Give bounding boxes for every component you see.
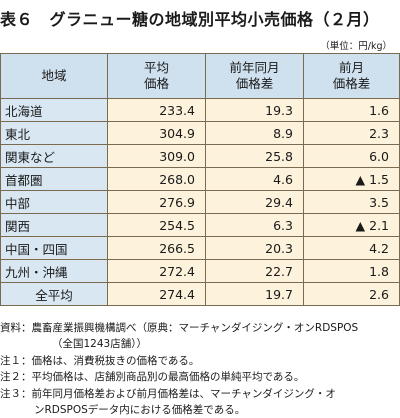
mom-diff-cell: 4.2	[303, 236, 400, 260]
mom-diff-cell: 1.6	[303, 98, 400, 122]
mom-diff-cell: ▲ 1.5	[303, 167, 400, 191]
region-cell: 関東など	[0, 144, 108, 168]
mom-diff-cell: 2.3	[303, 121, 400, 145]
header-region: 地域	[0, 53, 108, 99]
notes-section: 資料：農畜産業振興機構調べ（原典：マーチャンダイジング・オンRDSPOS （全国…	[0, 320, 400, 418]
region-cell: 中部	[0, 190, 108, 214]
total-average-row: 全平均 274.4 19.7 2.6	[0, 282, 400, 306]
table-row: 中部 276.9 29.4 3.5	[0, 190, 400, 214]
table-row: 関東など 309.0 25.8 6.0	[0, 144, 400, 168]
yoy-diff-cell: 22.7	[205, 259, 304, 283]
region-cell: 北海道	[0, 98, 108, 122]
source-line-continued: （全国1243店舗））	[52, 338, 147, 351]
table-row: 中国・四国 266.5 20.3 4.2	[0, 236, 400, 260]
mom-diff-cell: 2.6	[303, 282, 400, 306]
mom-diff-cell: 6.0	[303, 144, 400, 168]
source-line: 資料：農畜産業振興機構調べ（原典：マーチャンダイジング・オンRDSPOS	[0, 322, 359, 334]
note-2: 注２：平均価格は、店舗別商品別の最高価格の単純平均である。	[0, 371, 305, 384]
avg-price-cell: 274.4	[107, 282, 206, 306]
unit-label: （単位：円/kg）	[320, 41, 392, 52]
table-row: 東北 304.9 8.9 2.3	[0, 121, 400, 145]
table-row: 北海道 233.4 19.3 1.6	[0, 98, 400, 122]
note-1: 注１：価格は、消費税抜きの価格である。	[0, 354, 200, 367]
note-3: 注３：前年同月価格差および前月価格差は、マーチャンダイジング・オ	[0, 387, 336, 400]
region-cell: 全平均	[0, 282, 108, 306]
avg-price-cell: 304.9	[107, 121, 206, 145]
region-cell: 関西	[0, 213, 108, 237]
mom-diff-cell: 1.8	[303, 259, 400, 283]
region-cell: 九州・沖縄	[0, 259, 108, 283]
note-3-continued: ンRDSPOSデータ内における価格差である。	[34, 404, 246, 417]
yoy-diff-cell: 4.6	[205, 167, 304, 191]
header-mom-diff-text: 前月 価格差	[332, 60, 371, 91]
header-yoy-diff-text: 前年同月 価格差	[229, 60, 280, 91]
avg-price-cell: 309.0	[107, 144, 206, 168]
yoy-diff-cell: 8.9	[205, 121, 304, 145]
mom-diff-cell: 3.5	[303, 190, 400, 214]
header-row: 地域 平均 価格 前年同月 価格差 前月 価格差	[0, 53, 400, 99]
avg-price-cell: 233.4	[107, 98, 206, 122]
yoy-diff-cell: 20.3	[205, 236, 304, 260]
yoy-diff-cell: 25.8	[205, 144, 304, 168]
header-avg-price-text: 平均 価格	[143, 60, 169, 91]
region-cell: 東北	[0, 121, 108, 145]
region-cell: 首都圏	[0, 167, 108, 191]
table-row: 首都圏 268.0 4.6 ▲ 1.5	[0, 167, 400, 191]
header-avg-price: 平均 価格	[107, 53, 206, 99]
yoy-diff-cell: 6.3	[205, 213, 304, 237]
price-table: 地域 平均 価格 前年同月 価格差 前月 価格差 北海道 233.4 19.3 …	[0, 53, 400, 306]
yoy-diff-cell: 29.4	[205, 190, 304, 214]
table-row: 九州・沖縄 272.4 22.7 1.8	[0, 259, 400, 283]
mom-diff-cell: ▲ 2.1	[303, 213, 400, 237]
table-row: 関西 254.5 6.3 ▲ 2.1	[0, 213, 400, 237]
avg-price-cell: 266.5	[107, 236, 206, 260]
yoy-diff-cell: 19.3	[205, 98, 304, 122]
yoy-diff-cell: 19.7	[205, 282, 304, 306]
avg-price-cell: 272.4	[107, 259, 206, 283]
avg-price-cell: 254.5	[107, 213, 206, 237]
header-mom-diff: 前月 価格差	[303, 53, 400, 99]
header-yoy-diff: 前年同月 価格差	[205, 53, 304, 99]
avg-price-cell: 268.0	[107, 167, 206, 191]
region-cell: 中国・四国	[0, 236, 108, 260]
avg-price-cell: 276.9	[107, 190, 206, 214]
table-title: 表６ グラニュー糖の地域別平均小売価格（２月）	[0, 10, 380, 29]
